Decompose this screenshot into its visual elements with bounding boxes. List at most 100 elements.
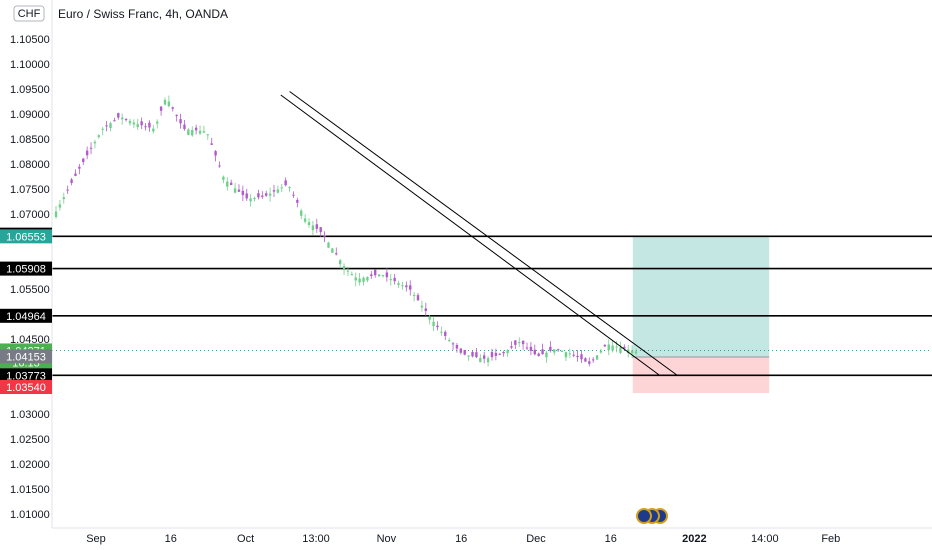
candle-body xyxy=(455,345,459,349)
price-tick-label: 1.03000 xyxy=(10,409,50,421)
candle-body xyxy=(424,308,427,312)
candle-body xyxy=(471,351,474,357)
price-label: 1.06553 xyxy=(6,231,46,243)
candle-body xyxy=(479,357,482,363)
time-tick-label: 14:00 xyxy=(751,533,779,545)
candle-body xyxy=(268,193,272,196)
candle-body xyxy=(109,123,112,129)
candle-body xyxy=(463,349,466,355)
time-tick-label: Sep xyxy=(86,533,106,545)
candle-body xyxy=(288,187,291,189)
price-tick-label: 1.09500 xyxy=(10,84,50,96)
candle-body xyxy=(510,346,513,348)
candle-body xyxy=(490,352,494,358)
candle-body xyxy=(358,278,361,283)
candle-body xyxy=(440,331,443,333)
candle-body xyxy=(397,283,400,285)
chart-title: Euro / Swiss Franc, 4h, OANDA xyxy=(58,7,228,21)
candle-body xyxy=(521,340,525,345)
candle-body xyxy=(370,274,373,277)
candle-body xyxy=(117,113,120,118)
candle-body xyxy=(584,358,587,362)
candle-body xyxy=(416,295,420,301)
candle-body xyxy=(451,343,455,345)
position-zones xyxy=(632,236,770,393)
candle-body xyxy=(607,344,610,350)
candle-body xyxy=(377,274,381,277)
candle-body xyxy=(623,346,626,349)
price-tick-label: 1.04500 xyxy=(10,334,50,346)
candle-body xyxy=(210,143,213,145)
candle-body xyxy=(486,358,490,363)
candle-body xyxy=(525,347,529,349)
currency-badge-label: CHF xyxy=(18,8,41,20)
candle-body xyxy=(412,294,416,296)
candle-body xyxy=(237,189,241,192)
candle-body xyxy=(152,128,155,132)
candle-body xyxy=(132,122,136,125)
trend-line[interactable] xyxy=(289,91,678,376)
candle-body xyxy=(175,115,178,117)
candle-body xyxy=(319,227,322,233)
candle-body xyxy=(113,120,116,122)
candle-body xyxy=(303,218,307,222)
candle-body xyxy=(97,135,101,138)
candle-body xyxy=(553,349,556,353)
candle-body xyxy=(588,361,591,364)
candle-body xyxy=(323,235,326,237)
candle-body xyxy=(529,346,533,351)
candle-body xyxy=(556,349,560,351)
candle-body xyxy=(159,106,163,111)
candle-body xyxy=(249,198,252,202)
time-tick-label: 16 xyxy=(605,533,617,545)
events-icon[interactable] xyxy=(636,508,668,524)
candle-body xyxy=(576,355,579,358)
candle-body xyxy=(401,285,404,287)
candle-body xyxy=(405,285,408,288)
candle-body xyxy=(545,352,548,358)
candle-body xyxy=(630,350,634,354)
trend-channel[interactable] xyxy=(280,91,678,376)
price-label-box xyxy=(0,380,52,394)
candle-body xyxy=(619,347,622,353)
candle-body xyxy=(564,352,568,358)
time-axis[interactable]: Sep 16 Oct 13:00 Nov 16 Dec 16 2022 14:00 Feb xyxy=(52,527,932,545)
candle-body xyxy=(537,353,540,356)
candle-body xyxy=(284,180,287,186)
price-tick-label: 1.10500 xyxy=(10,34,50,46)
candle-body xyxy=(518,342,521,344)
candle-body xyxy=(560,351,564,353)
candle-body xyxy=(350,274,354,276)
candle-body xyxy=(627,349,630,354)
candle-body xyxy=(611,345,614,351)
price-label: 1.03773 xyxy=(6,370,46,382)
trend-line[interactable] xyxy=(280,94,660,376)
candle-body xyxy=(62,197,65,200)
price-tick-label: 1.07000 xyxy=(10,209,50,221)
candle-body xyxy=(280,187,283,189)
time-tick-label: Oct xyxy=(237,533,254,545)
candle-body xyxy=(296,199,299,203)
candle-body xyxy=(533,349,536,355)
candle-body xyxy=(342,266,346,269)
candle-body xyxy=(105,125,108,127)
candle-body xyxy=(74,173,77,176)
candle-body xyxy=(541,349,544,355)
time-tick-label: Dec xyxy=(526,533,546,545)
candle-body xyxy=(144,126,147,128)
candle-body xyxy=(603,344,607,347)
candle-body xyxy=(572,354,575,356)
candle-body xyxy=(331,248,334,253)
candle-body xyxy=(494,352,498,356)
candle-body xyxy=(222,176,225,180)
candle-body xyxy=(420,305,424,308)
candle-body xyxy=(233,188,237,193)
currency-badge[interactable] xyxy=(13,5,45,22)
candles xyxy=(54,95,638,367)
candle-body xyxy=(315,224,319,229)
profit-zone[interactable] xyxy=(632,236,770,357)
candle-body xyxy=(54,211,58,217)
candle-body xyxy=(191,129,194,136)
candle-body xyxy=(265,193,268,196)
